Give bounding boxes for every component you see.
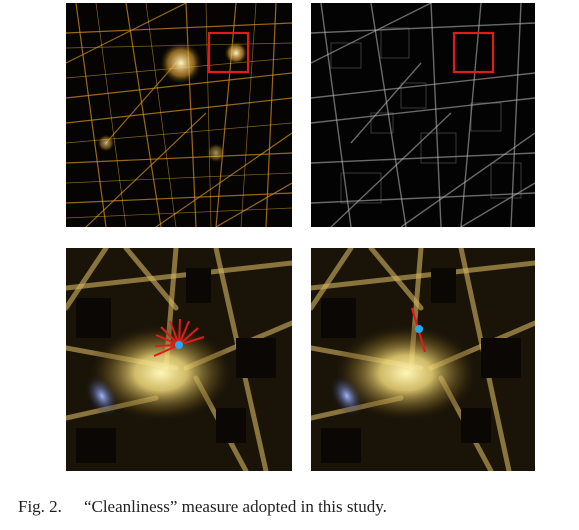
edge-map-overview-panel — [311, 3, 535, 227]
sample-point — [175, 341, 183, 349]
zoom-light-image — [311, 248, 535, 471]
sample-point — [415, 325, 423, 333]
edge-map-image — [311, 3, 535, 227]
figure-label: Fig. 2. — [18, 497, 62, 516]
figure-caption-text: “Cleanliness” measure adopted in this st… — [84, 497, 387, 516]
zoom-radial-profiles-panel — [66, 248, 292, 471]
zoom-best-profile-panel — [311, 248, 535, 471]
night-lights-image — [66, 3, 292, 227]
night-lights-overview-panel — [66, 3, 292, 227]
zoom-light-image — [66, 248, 292, 471]
figure-caption: Fig. 2. “Cleanliness” measure adopted in … — [18, 497, 387, 517]
